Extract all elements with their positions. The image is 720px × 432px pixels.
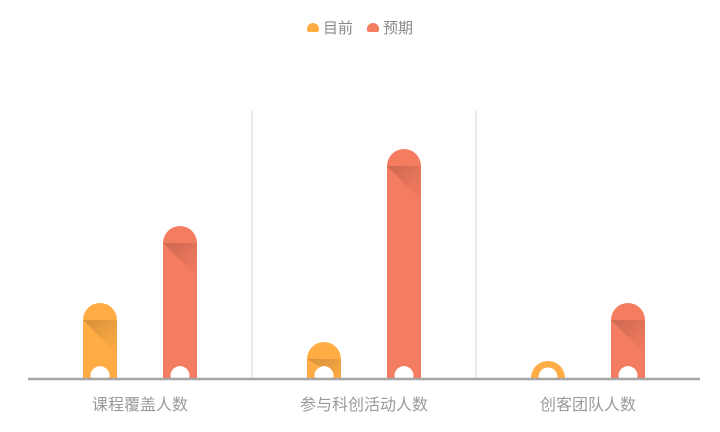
bar-current-2[interactable]: [531, 361, 565, 387]
bar-current-1[interactable]: [307, 342, 341, 386]
bar-current-0[interactable]: [83, 303, 117, 386]
x-tick-label: 参与科创活动人数: [300, 395, 428, 414]
bar-expected-0[interactable]: [163, 226, 197, 386]
legend: 目前 预期: [0, 17, 720, 38]
bar-expected-2[interactable]: [611, 303, 645, 386]
legend-item-current[interactable]: 目前: [306, 17, 353, 38]
x-tick-label: 课程覆盖人数: [92, 395, 188, 414]
legend-label-expected: 预期: [383, 19, 414, 37]
x-tick-label: 创客团队人数: [540, 395, 636, 414]
legend-item-expected[interactable]: 预期: [367, 17, 413, 38]
bar-expected-1[interactable]: [387, 149, 421, 386]
legend-swatch-current: [306, 23, 319, 32]
legend-label-current: 目前: [322, 19, 353, 37]
legend-swatch-expected: [367, 23, 379, 32]
